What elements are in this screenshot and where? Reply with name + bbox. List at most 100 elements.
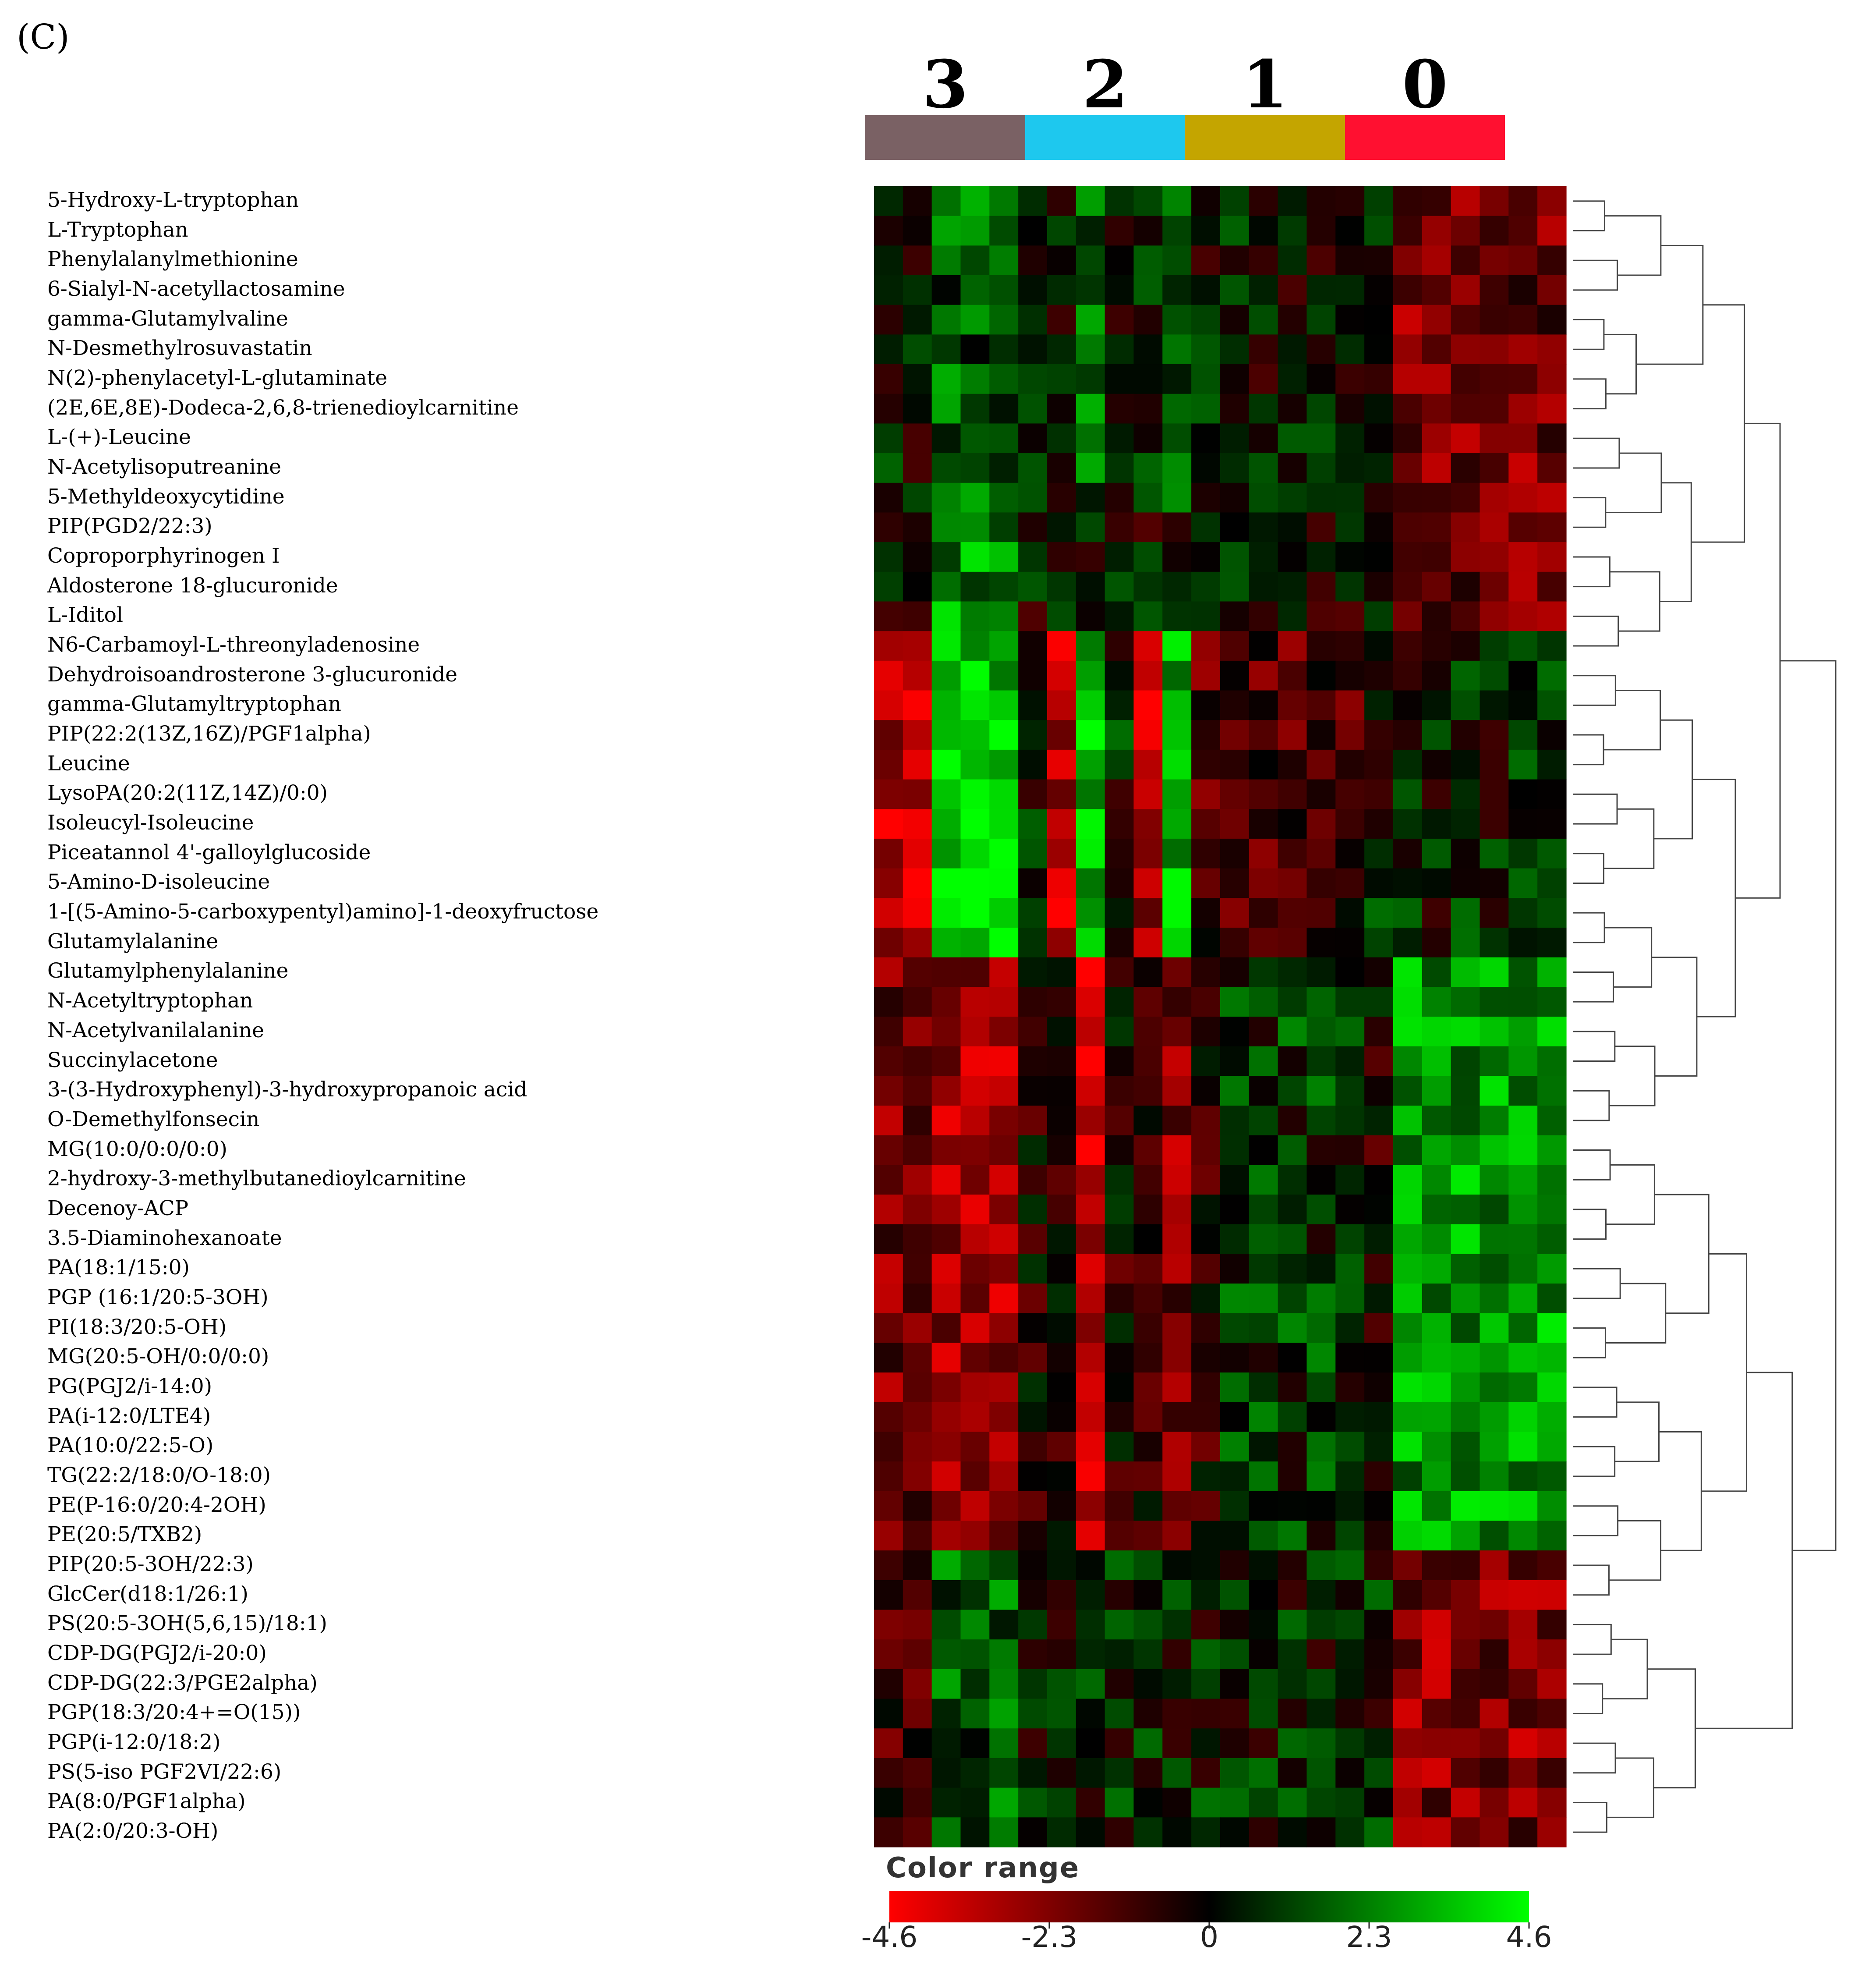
heatmap-cell xyxy=(1422,631,1451,661)
heatmap-cell xyxy=(1278,1017,1307,1047)
heatmap-cell xyxy=(1422,660,1451,691)
heatmap-cell xyxy=(1162,1461,1192,1492)
heatmap-cell xyxy=(1249,660,1278,691)
heatmap-cell xyxy=(1422,1165,1451,1195)
heatmap-cell xyxy=(1306,186,1336,216)
heatmap-cell xyxy=(903,779,932,809)
heatmap-cell xyxy=(931,216,961,246)
heatmap-cell xyxy=(1104,1372,1134,1403)
heatmap-cell xyxy=(1508,927,1538,958)
heatmap-cell xyxy=(1133,868,1163,898)
heatmap-cell xyxy=(1278,482,1307,513)
heatmap-cell xyxy=(1508,1343,1538,1373)
heatmap-cell xyxy=(1537,542,1567,572)
row-label: GlcCer(d18:1/26:1) xyxy=(47,1581,248,1606)
heatmap-cell xyxy=(931,927,961,958)
heatmap-cell xyxy=(1451,1165,1480,1195)
heatmap-cell xyxy=(903,1698,932,1729)
heatmap-cell xyxy=(1133,334,1163,365)
heatmap-cell xyxy=(1278,1610,1307,1640)
heatmap-cell xyxy=(960,334,990,365)
heatmap-cell xyxy=(1018,1461,1048,1492)
heatmap-cell xyxy=(1480,1254,1509,1284)
dendrogram-branch xyxy=(1603,808,1655,869)
heatmap-cell xyxy=(1018,1372,1048,1403)
heatmap-cell xyxy=(1480,423,1509,454)
heatmap-cell xyxy=(989,631,1019,661)
heatmap-cell xyxy=(960,1521,990,1551)
heatmap-cell xyxy=(1018,275,1048,305)
dendrogram-branch xyxy=(1573,1149,1611,1181)
heatmap-cell xyxy=(1104,1758,1134,1788)
heatmap-cell xyxy=(1162,987,1192,1017)
heatmap-cell xyxy=(931,1610,961,1640)
heatmap-cell xyxy=(1133,809,1163,839)
heatmap-cell xyxy=(903,1343,932,1373)
heatmap-cell xyxy=(1220,512,1249,542)
heatmap-cell xyxy=(1162,1639,1192,1670)
heatmap-cell xyxy=(989,1224,1019,1255)
heatmap-cell xyxy=(1364,1017,1394,1047)
heatmap-cell xyxy=(960,1758,990,1788)
heatmap-cell xyxy=(1220,1669,1249,1699)
row-label: gamma-Glutamyltryptophan xyxy=(47,692,341,716)
heatmap-cell xyxy=(1047,1372,1076,1403)
heatmap-cell xyxy=(989,809,1019,839)
heatmap-cell xyxy=(1018,1639,1048,1670)
heatmap-cell xyxy=(1249,1135,1278,1165)
heatmap-cell xyxy=(1422,690,1451,720)
heatmap-cell xyxy=(1162,1106,1192,1136)
heatmap-cell xyxy=(931,601,961,631)
row-label: PA(i-12:0/LTE4) xyxy=(47,1404,211,1428)
heatmap-cell xyxy=(1249,1817,1278,1847)
legend-tick-label: 4.6 xyxy=(1506,1920,1552,1954)
heatmap-cell xyxy=(1076,809,1105,839)
heatmap-cell xyxy=(1480,838,1509,869)
heatmap-cell xyxy=(1422,1135,1451,1165)
heatmap-cell xyxy=(1537,394,1567,424)
heatmap-cell xyxy=(1508,601,1538,631)
heatmap-cell xyxy=(1104,186,1134,216)
row-label: Coproporphyrinogen I xyxy=(47,543,280,568)
heatmap-cell xyxy=(1451,720,1480,750)
heatmap-cell xyxy=(1220,927,1249,958)
heatmap-cell xyxy=(1422,1313,1451,1344)
heatmap-cell xyxy=(1480,216,1509,246)
heatmap-cell xyxy=(1306,245,1336,276)
heatmap-cell xyxy=(1393,216,1423,246)
heatmap-cell xyxy=(989,394,1019,424)
heatmap-cell xyxy=(1018,1017,1048,1047)
heatmap-cell xyxy=(1422,1787,1451,1818)
heatmap-cell xyxy=(1278,512,1307,542)
heatmap-cell xyxy=(1508,1610,1538,1640)
heatmap-cell xyxy=(989,1698,1019,1729)
heatmap-cell xyxy=(1537,1432,1567,1462)
heatmap-cell xyxy=(874,216,903,246)
heatmap-cell xyxy=(874,275,903,305)
heatmap-cell xyxy=(1335,453,1365,483)
heatmap-cell xyxy=(1162,1343,1192,1373)
color-legend-bar xyxy=(889,1891,1529,1922)
heatmap-cell xyxy=(1364,779,1394,809)
heatmap-cell xyxy=(1422,1046,1451,1076)
heatmap-cell xyxy=(1076,927,1105,958)
heatmap-cell xyxy=(874,1402,903,1432)
heatmap-cell xyxy=(1451,1195,1480,1225)
heatmap-cell xyxy=(1364,1343,1394,1373)
heatmap-cell xyxy=(903,1758,932,1788)
heatmap-cell xyxy=(1076,957,1105,987)
heatmap-cell xyxy=(1306,1550,1336,1581)
heatmap-cell xyxy=(1480,868,1509,898)
heatmap-cell xyxy=(1278,1432,1307,1462)
heatmap-cell xyxy=(1133,1254,1163,1284)
heatmap-cell xyxy=(1133,1402,1163,1432)
heatmap-cell xyxy=(1480,690,1509,720)
row-label: PGP(18:3/20:4+=O(15)) xyxy=(47,1700,301,1725)
heatmap-cell xyxy=(874,898,903,928)
heatmap-cell xyxy=(1508,1728,1538,1759)
heatmap-cell xyxy=(1364,453,1394,483)
heatmap-cell xyxy=(874,1521,903,1551)
heatmap-cell xyxy=(1451,1372,1480,1403)
heatmap-cell xyxy=(1537,1461,1567,1492)
dendrogram-branch xyxy=(1573,734,1604,766)
